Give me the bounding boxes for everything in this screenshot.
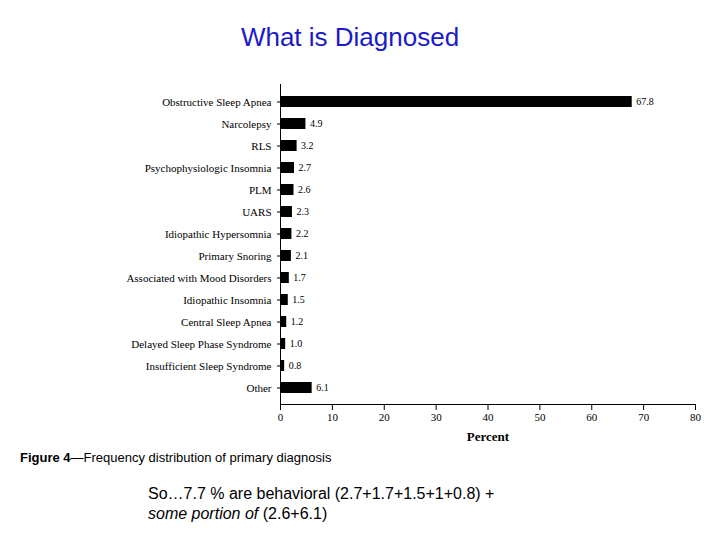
svg-text:80: 80	[690, 411, 702, 423]
svg-text:Obstructive Sleep Apnea: Obstructive Sleep Apnea	[162, 96, 271, 108]
svg-text:40: 40	[483, 411, 495, 423]
svg-text:Idiopathic Insomnia: Idiopathic Insomnia	[183, 294, 271, 306]
svg-text:2.3: 2.3	[296, 206, 309, 217]
svg-text:1.2: 1.2	[291, 316, 304, 327]
svg-text:2.1: 2.1	[295, 250, 308, 261]
svg-text:10: 10	[327, 411, 339, 423]
svg-text:Associated with Mood Disorders: Associated with Mood Disorders	[126, 272, 271, 284]
svg-text:67.8: 67.8	[636, 96, 654, 107]
svg-text:2.2: 2.2	[296, 228, 309, 239]
svg-text:20: 20	[379, 411, 391, 423]
svg-text:4.9: 4.9	[310, 118, 323, 129]
svg-text:1.7: 1.7	[293, 272, 306, 283]
svg-text:2.6: 2.6	[298, 184, 311, 195]
svg-text:30: 30	[431, 411, 443, 423]
svg-text:1.5: 1.5	[292, 294, 305, 305]
svg-text:0.8: 0.8	[289, 360, 302, 371]
svg-text:Narcolepsy: Narcolepsy	[221, 118, 272, 130]
svg-text:Central Sleep Apnea: Central Sleep Apnea	[181, 316, 272, 328]
svg-text:Primary Snoring: Primary Snoring	[198, 250, 272, 262]
html-text:Figure 4 —Frequency distributi: Figure 4 —Frequency distribution of prim…	[20, 450, 332, 465]
html-text:So…7.7 % are behavioral (2.7+1: So…7.7 % are behavioral (2.7+1.7+1.5+1+0…	[148, 485, 495, 502]
svg-text:60: 60	[586, 411, 598, 423]
svg-text:RLS: RLS	[251, 140, 271, 152]
svg-text:Percent: Percent	[467, 429, 510, 444]
svg-text:0: 0	[278, 411, 284, 423]
svg-text:6.1: 6.1	[316, 382, 329, 393]
svg-text:PLM: PLM	[249, 184, 272, 196]
svg-text:Idiopathic Hypersomnia: Idiopathic Hypersomnia	[165, 228, 272, 240]
svg-text:Insufficient Sleep Syndrome: Insufficient Sleep Syndrome	[146, 360, 272, 372]
html-text:What is Diagnosed: What is Diagnosed	[240, 22, 460, 52]
svg-text:Other: Other	[246, 382, 271, 394]
svg-text:1.0: 1.0	[290, 338, 303, 349]
svg-text:Delayed Sleep Phase Syndrome: Delayed Sleep Phase Syndrome	[131, 338, 271, 350]
svg-text:70: 70	[638, 411, 650, 423]
svg-text:50: 50	[534, 411, 546, 423]
svg-text:3.2: 3.2	[301, 140, 314, 151]
svg-text:UARS: UARS	[242, 206, 271, 218]
html-text:some portion of (2.6+6.1): some portion of (2.6+6.1)	[148, 505, 328, 522]
svg-text:Psychophysiologic Insomnia: Psychophysiologic Insomnia	[145, 162, 272, 174]
svg-text:2.7: 2.7	[299, 162, 312, 173]
